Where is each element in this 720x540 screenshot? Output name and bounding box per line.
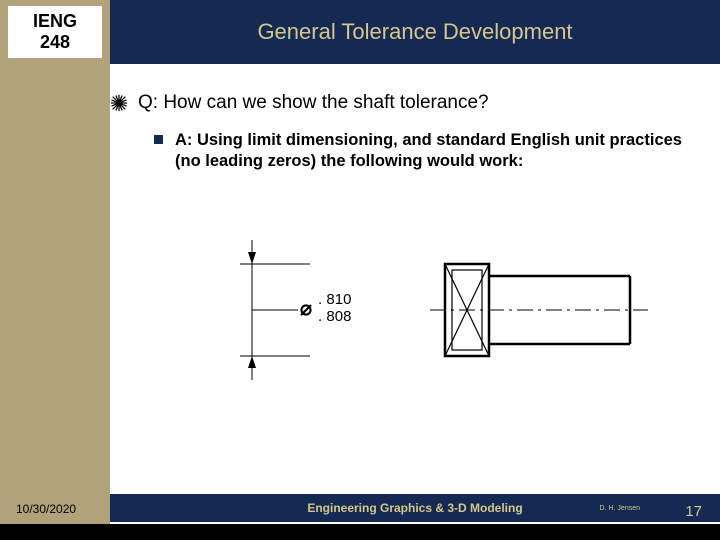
limit-lower: . 808 bbox=[318, 309, 351, 326]
course-num: 248 bbox=[40, 32, 70, 53]
footer-author: D. H. Jensen bbox=[600, 505, 640, 512]
slide-title: General Tolerance Development bbox=[257, 19, 572, 45]
footer-date: 10/30/2020 bbox=[16, 502, 76, 516]
left-stripe bbox=[0, 0, 110, 540]
answer-text: A: Using limit dimensioning, and standar… bbox=[175, 130, 700, 173]
diameter-symbol-icon: ⌀ bbox=[300, 298, 312, 320]
footer-bar: Engineering Graphics & 3-D Modeling D. H… bbox=[110, 494, 720, 522]
header-bar: General Tolerance Development bbox=[110, 0, 720, 64]
footer-title: Engineering Graphics & 3-D Modeling bbox=[307, 501, 522, 515]
shaft-diagram bbox=[180, 230, 660, 420]
page-number: 17 bbox=[685, 503, 702, 520]
square-bullet-icon bbox=[154, 135, 163, 144]
bottom-black-strip bbox=[0, 524, 720, 540]
answer-line: A: Using limit dimensioning, and standar… bbox=[154, 130, 700, 173]
course-dept: IENG bbox=[33, 11, 77, 32]
burst-bullet-icon bbox=[110, 94, 128, 112]
limit-upper: . 810 bbox=[318, 292, 351, 309]
slide: General Tolerance Development IENG 248 bbox=[0, 0, 720, 540]
question-line: Q: How can we show the shaft tolerance? bbox=[110, 92, 700, 114]
technical-drawing: ⌀ . 810 . 808 bbox=[180, 230, 660, 420]
course-code-box: IENG 248 bbox=[8, 6, 102, 58]
question-text: Q: How can we show the shaft tolerance? bbox=[138, 92, 489, 114]
content-area: Q: How can we show the shaft tolerance? … bbox=[110, 92, 700, 173]
